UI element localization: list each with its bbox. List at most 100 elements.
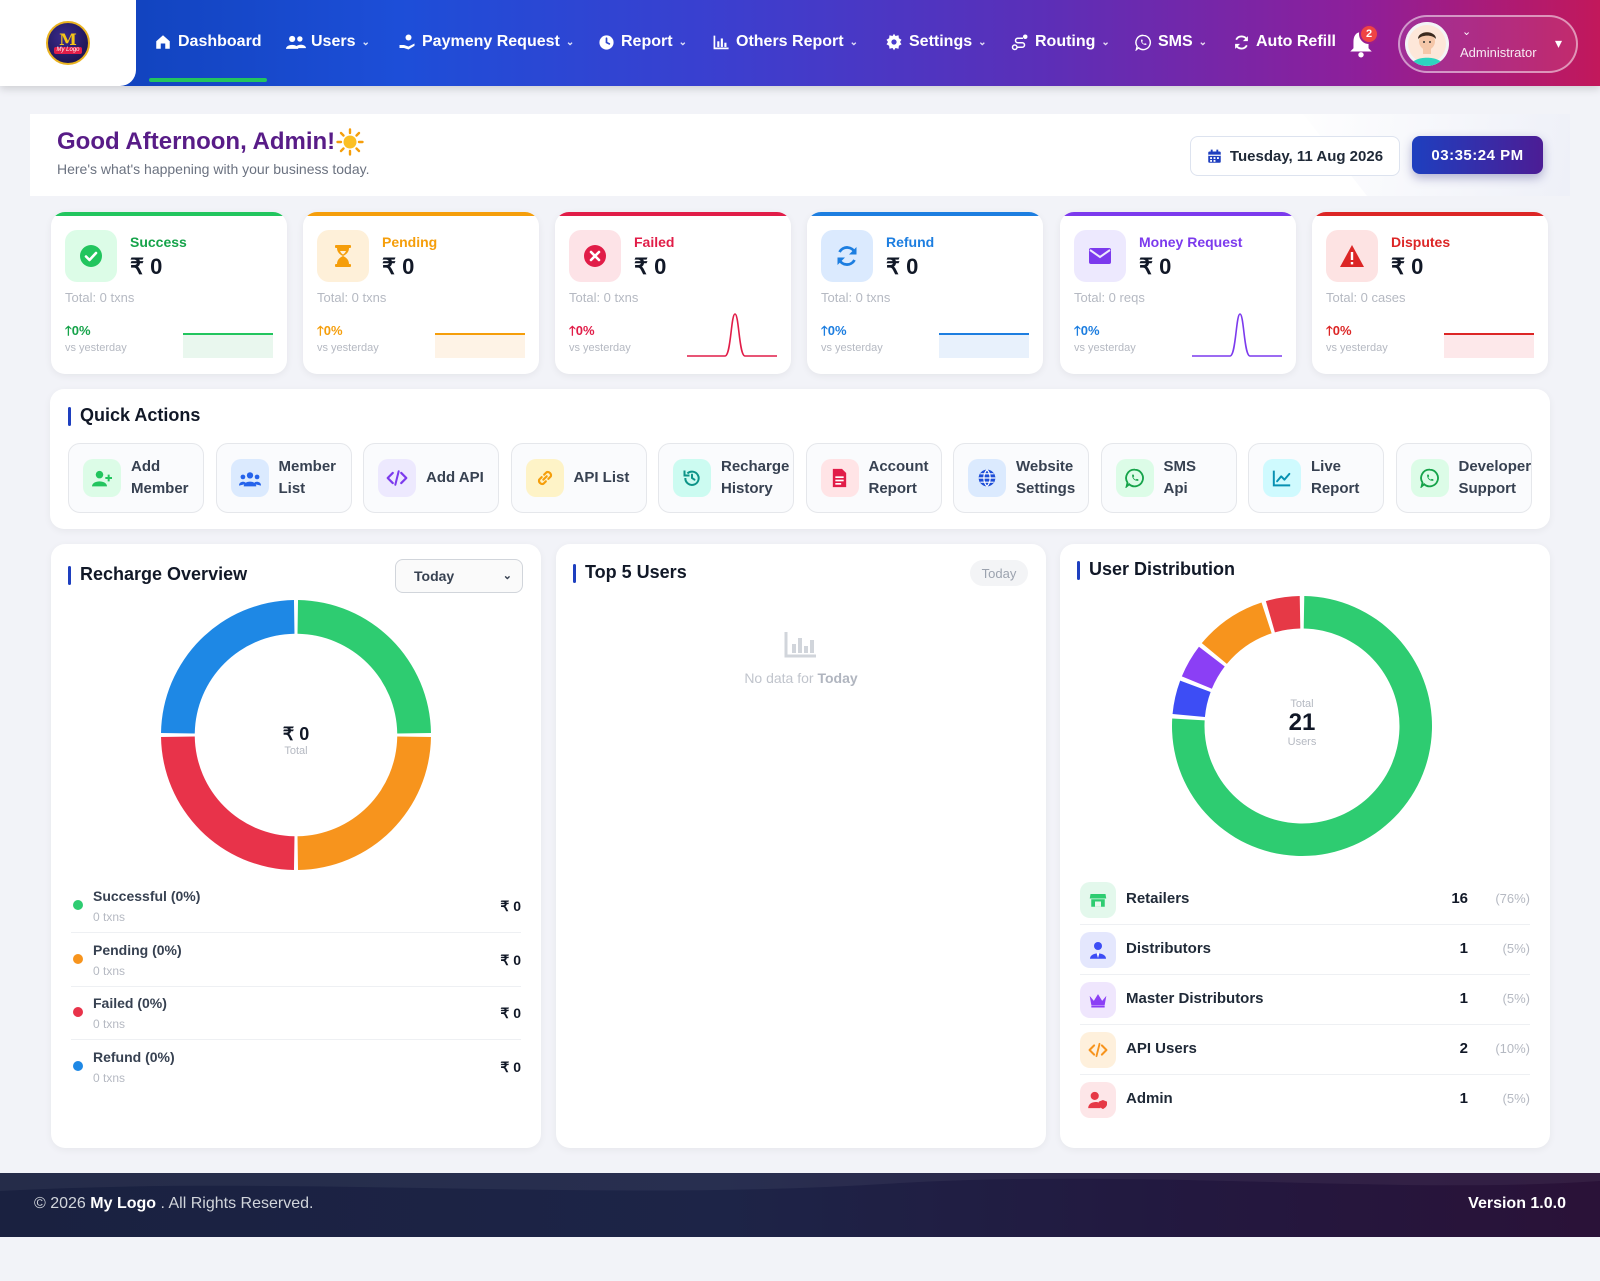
greeting-subtitle: Here's what's happening with your busine…: [57, 161, 370, 177]
quick-action-website-settings[interactable]: Website Settings: [953, 443, 1089, 513]
distribution-row[interactable]: Distributors 1 (5%): [1080, 924, 1530, 975]
sparkline: [687, 313, 777, 357]
caret-down-icon: ▾: [1555, 35, 1563, 51]
quick-actions-panel: Quick Actions Add Member Member List Add API…: [50, 389, 1550, 529]
donut-slice-failed[interactable]: [161, 736, 295, 870]
donut-slice-successful[interactable]: [297, 600, 431, 734]
users-icon: [286, 32, 306, 52]
users-icon: [230, 459, 269, 497]
quick-action-label: Live Report: [1311, 458, 1360, 497]
nav-dashboard[interactable]: Dashboard: [153, 28, 262, 56]
recharge-overview-panel: Recharge Overview Today ⌄ ₹ 0 Total Succ…: [51, 544, 541, 1148]
nav-report[interactable]: Report ⌄: [596, 28, 687, 56]
chevron-down-icon: ⌄: [1462, 26, 1472, 38]
distribution-row[interactable]: Master Distributors 1 (5%): [1080, 974, 1530, 1025]
user-tie-icon: [1080, 932, 1116, 968]
link-icon: [525, 459, 564, 497]
quick-action-account-report[interactable]: Account Report: [805, 443, 942, 513]
legend-row: Failed (0%) 0 txns ₹ 0: [71, 987, 521, 1040]
recharge-donut-chart: [161, 600, 431, 870]
nav-auto-refill[interactable]: Auto Refill: [1231, 28, 1336, 56]
logo[interactable]: M My Logo: [0, 0, 136, 86]
warning-icon: [1326, 230, 1378, 282]
document-icon: [820, 459, 859, 497]
nav-users[interactable]: Users ⌄: [286, 28, 370, 56]
nav-others-report[interactable]: Others Report ⌄: [711, 28, 858, 56]
calendar-icon: [1208, 149, 1221, 163]
legend-dot: [73, 953, 83, 964]
section-title: Top 5 Users: [573, 562, 687, 583]
distribution-row[interactable]: Admin 1 (5%): [1080, 1074, 1530, 1125]
quick-action-api-list[interactable]: API List: [510, 443, 647, 513]
distribution-label: Master Distributors: [1126, 990, 1264, 1007]
arrow-up-icon: 🡑: [1326, 323, 1333, 338]
footer: © 2026 My Logo . All Rights Reserved. Ve…: [0, 1173, 1600, 1237]
legend-value: ₹ 0: [500, 951, 521, 968]
distribution-label: Distributors: [1126, 940, 1212, 957]
stat-card-refund[interactable]: Refund ₹ 0 Total: 0 txns 🡑0% vs yesterda…: [807, 212, 1043, 374]
bar-chart-icon: [711, 32, 731, 52]
active-tab-indicator: [149, 78, 267, 82]
stat-card-disputes[interactable]: Disputes ₹ 0 Total: 0 cases 🡑0% vs yeste…: [1312, 212, 1548, 374]
quick-action-developer-support[interactable]: Developer Support: [1395, 443, 1532, 513]
quick-action-label: Add Member: [131, 458, 189, 497]
nav-sms[interactable]: SMS ⌄: [1133, 28, 1207, 56]
quick-action-label: API List: [573, 469, 630, 486]
section-title: Quick Actions: [68, 405, 200, 426]
section-title: User Distribution: [1077, 559, 1235, 580]
distribution-row[interactable]: Retailers 16 (76%): [1080, 874, 1530, 925]
chevron-down-icon: ⌄: [1101, 36, 1110, 48]
distribution-percent: (5%): [1502, 1091, 1530, 1106]
distribution-row[interactable]: API Users 2 (10%): [1080, 1024, 1530, 1075]
period-select[interactable]: Today ⌄: [395, 559, 523, 593]
nav-routing[interactable]: Routing ⌄: [1010, 28, 1110, 56]
legend-value: ₹ 0: [500, 1058, 521, 1075]
donut-slice-refund[interactable]: [161, 600, 295, 734]
whatsapp-icon: [1133, 32, 1153, 52]
stat-card-money-request[interactable]: Money Request ₹ 0 Total: 0 reqs 🡑0% vs y…: [1060, 212, 1296, 374]
top-navbar: M My Logo Dashboard Users ⌄ Paymeny Reque…: [0, 0, 1600, 86]
period-badge: Today: [970, 560, 1028, 586]
legend-row: Pending (0%) 0 txns ₹ 0: [71, 934, 521, 987]
chevron-down-icon: ⌄: [1198, 36, 1208, 48]
legend-dot: [73, 1060, 83, 1071]
nav-payment-request[interactable]: Paymeny Request ⌄: [397, 28, 574, 56]
donut-center-bottom: Users: [1287, 736, 1317, 748]
chart-empty-icon: [784, 632, 816, 658]
distribution-percent: (5%): [1502, 991, 1530, 1006]
logo-badge: M My Logo: [46, 21, 90, 65]
stat-card-success[interactable]: Success ₹ 0 Total: 0 txns 🡑0% vs yesterd…: [51, 212, 287, 374]
stat-card-pending[interactable]: Pending ₹ 0 Total: 0 txns 🡑0% vs yesterd…: [303, 212, 539, 374]
quick-action-label: Recharge History: [721, 458, 790, 497]
legend-dot: [73, 1007, 83, 1017]
arrow-up-icon: 🡑: [821, 323, 828, 338]
quick-action-recharge-history[interactable]: Recharge History: [658, 443, 794, 513]
sparkline: [939, 333, 1029, 358]
donut-slice-admin[interactable]: [1265, 596, 1301, 633]
arrow-up-icon: 🡑: [65, 323, 72, 338]
whatsapp-icon: [1410, 459, 1449, 497]
empty-state-text: No data for Today: [744, 670, 858, 686]
stat-card-failed[interactable]: Failed ₹ 0 Total: 0 txns 🡑0% vs yesterda…: [555, 212, 791, 374]
profile-menu[interactable]: ⌄ Administrator ▾: [1398, 15, 1578, 73]
quick-action-label: Website Settings: [1016, 458, 1076, 497]
distribution-count: 2: [1459, 1040, 1468, 1057]
donut-slice-pending[interactable]: [297, 736, 431, 870]
distribution-percent: (76%): [1495, 891, 1530, 906]
distribution-label: API Users: [1126, 1040, 1197, 1057]
legend-row: Refund (0%) 0 txns ₹ 0: [71, 1041, 521, 1094]
quick-action-add-member[interactable]: Add Member: [68, 443, 204, 513]
donut-slice-distributors[interactable]: [1172, 680, 1211, 718]
quick-action-member-list[interactable]: Member List: [215, 443, 352, 513]
chevron-down-icon: ⌄: [849, 36, 858, 48]
quick-action-live-report[interactable]: Live Report: [1248, 443, 1384, 513]
donut-slice-master-distributors[interactable]: [1181, 646, 1225, 689]
clock-display: 03:35:24 PM: [1412, 136, 1543, 174]
nav-settings[interactable]: Settings ⌄: [884, 28, 987, 56]
donut-slice-api-users[interactable]: [1201, 602, 1272, 664]
quick-action-sms-api[interactable]: SMS Api: [1100, 443, 1237, 513]
quick-action-add-api[interactable]: Add API: [363, 443, 499, 513]
history-icon: [673, 459, 711, 497]
sparkline: [1192, 313, 1282, 357]
distribution-label: Retailers: [1126, 890, 1190, 907]
